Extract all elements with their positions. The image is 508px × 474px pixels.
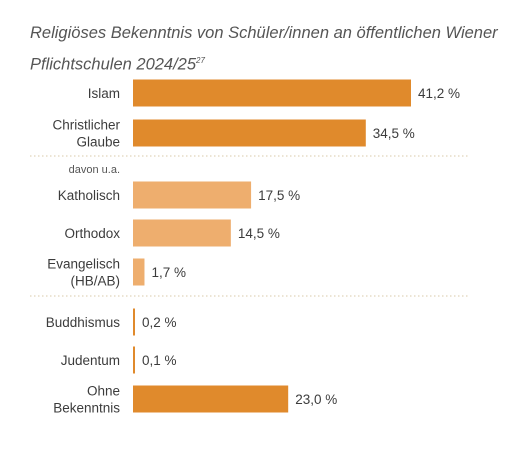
category-label: Christlicher Glaube <box>52 118 120 150</box>
bar <box>133 308 135 336</box>
subgroup-label: davon u.a. <box>69 164 120 176</box>
bar <box>133 385 289 413</box>
value-label: 1,7 % <box>151 265 186 280</box>
value-label: 23,0 % <box>295 392 337 407</box>
title-footnote: 27 <box>196 56 205 65</box>
bar <box>133 79 411 107</box>
bar <box>133 181 252 209</box>
bar <box>133 219 231 247</box>
category-label: Buddhismus <box>46 315 121 330</box>
bar <box>133 119 366 147</box>
value-label: 34,5 % <box>373 126 415 141</box>
value-label: 0,2 % <box>142 315 177 330</box>
category-label: Ohne Bekenntnis <box>53 384 120 416</box>
bar <box>133 258 145 286</box>
value-label: 41,2 % <box>418 86 460 101</box>
chart-title: Religiöses Bekenntnis von Schüler/innen … <box>30 20 500 79</box>
category-label: Judentum <box>61 353 120 368</box>
category-label: Katholisch <box>58 188 120 203</box>
value-label: 0,1 % <box>142 353 177 368</box>
value-label: 17,5 % <box>258 188 300 203</box>
bar <box>133 346 135 374</box>
category-label: Orthodox <box>64 226 120 241</box>
category-label: Evangelisch (HB/AB) <box>47 257 120 289</box>
category-label: Islam <box>88 86 120 101</box>
chart-title-text: Religiöses Bekenntnis von Schüler/innen … <box>30 24 498 74</box>
value-label: 14,5 % <box>238 226 280 241</box>
